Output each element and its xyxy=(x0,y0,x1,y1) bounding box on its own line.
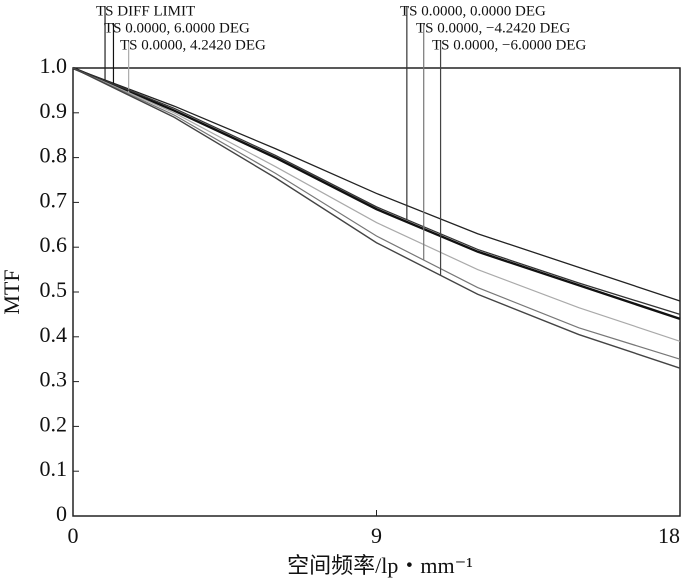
y-tick-label: 0.7 xyxy=(40,187,68,212)
legend-label: TS DIFF LIMIT xyxy=(96,3,195,19)
plot-frame xyxy=(72,67,681,517)
legend-label: TS 0.0000, 0.0000 DEG xyxy=(400,3,546,19)
legend-label: TS 0.0000, 4.2420 DEG xyxy=(120,37,266,53)
mtf-curve xyxy=(72,66,681,321)
legend-label: TS 0.0000, −4.2420 DEG xyxy=(416,20,570,36)
mtf-curve xyxy=(72,67,681,369)
mtf-curve xyxy=(72,67,681,316)
mtf-curve xyxy=(72,67,681,360)
y-tick-label: 0.4 xyxy=(40,322,68,347)
x-tick-label: 0 xyxy=(68,523,79,548)
y-tick-label: 0.5 xyxy=(40,277,68,302)
y-tick-label: 0.1 xyxy=(40,456,68,481)
y-axis-label: MTF xyxy=(0,269,24,314)
y-tick-label: 0.6 xyxy=(40,232,68,257)
y-tick-label: 1.0 xyxy=(40,53,68,78)
y-tick-label: 0.9 xyxy=(40,98,68,123)
mtf-curve xyxy=(72,67,681,342)
x-tick-label: 18 xyxy=(658,523,680,548)
x-tick-label: 9 xyxy=(371,523,382,548)
x-axis-label: 空间频率/lp・mm⁻¹ xyxy=(287,553,473,578)
y-tick-label: 0.2 xyxy=(40,411,68,436)
mtf-curve xyxy=(72,67,681,302)
y-tick-label: 0.8 xyxy=(40,143,68,168)
legend-label: TS 0.0000, 6.0000 DEG xyxy=(104,20,250,36)
legend-label: TS 0.0000, −6.0000 DEG xyxy=(432,37,586,53)
y-tick-label: 0 xyxy=(56,501,67,526)
y-tick-label: 0.3 xyxy=(40,367,68,392)
